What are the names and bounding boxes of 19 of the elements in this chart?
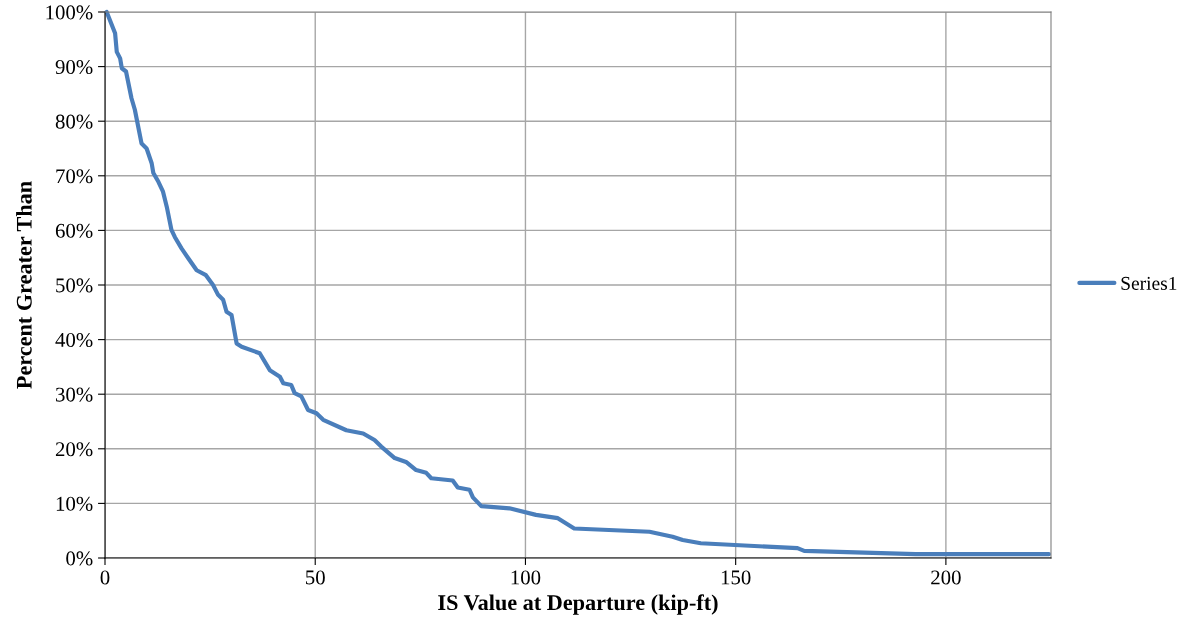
x-tick-label: 150: [721, 570, 751, 585]
x-tick-label: 0: [100, 570, 110, 585]
y-axis-title: Percent Greater Than: [16, 181, 32, 389]
x-tick-label: 50: [306, 570, 325, 585]
y-tick-label: 100%: [46, 5, 93, 20]
y-tick-label: 70%: [56, 169, 93, 184]
y-tick-label: 40%: [55, 332, 93, 348]
y-tick-label: 20%: [55, 442, 93, 457]
y-tick-label: 90%: [55, 59, 93, 75]
legend-label: Series1: [1121, 276, 1177, 290]
x-tick-label: 100: [511, 570, 541, 585]
y-tick-label: 60%: [55, 223, 93, 238]
x-tick-label: 200: [931, 570, 961, 585]
y-tick-label: 30%: [56, 387, 93, 402]
y-tick-label: 10%: [56, 496, 93, 511]
x-axis-title: IS Value at Departure (kip-ft): [438, 594, 718, 615]
y-tick-label: 0%: [66, 551, 93, 566]
y-tick-label: 80%: [55, 114, 93, 129]
y-tick-label: 50%: [56, 278, 93, 293]
